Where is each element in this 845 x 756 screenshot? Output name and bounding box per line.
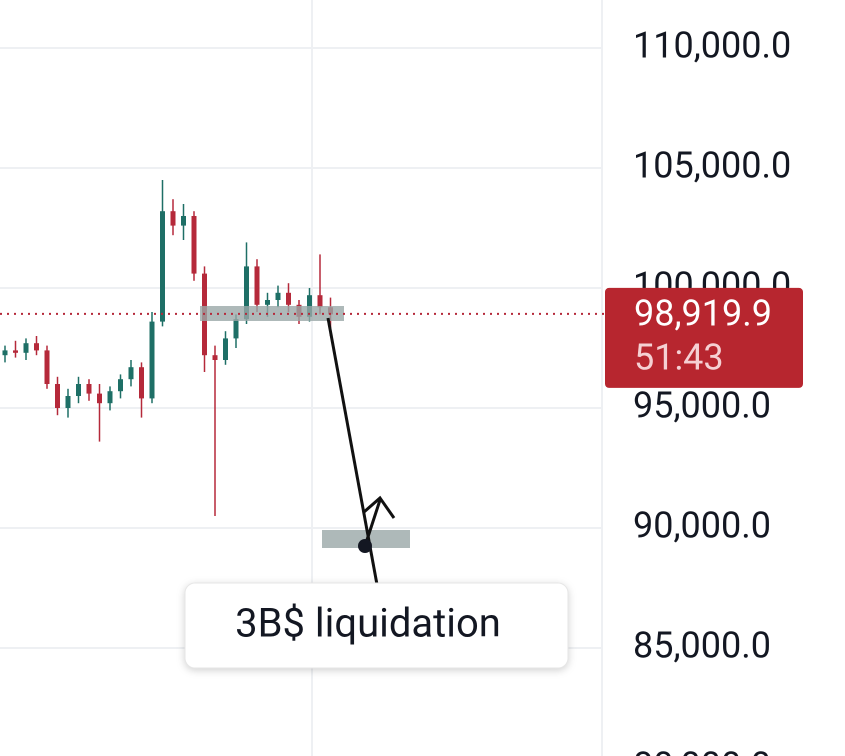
candle-body [118,379,123,392]
candle-body [244,266,249,320]
candle-body [160,211,165,322]
candle-body [97,393,102,404]
candle-body [191,216,197,274]
anchor-dot [358,539,372,553]
y-tick-label: 105,000.0 [633,145,791,187]
candle-body [317,295,323,308]
candle-body [170,211,176,226]
highlight-zone [200,306,344,321]
candle-body [286,292,291,305]
candle-body [65,396,71,408]
arrow-head [363,495,396,519]
candle-body [23,343,29,353]
y-tick-label: 80,000.0 [633,745,771,756]
candle-body [275,292,281,300]
price-box [605,287,803,388]
arrow-shaft [363,499,382,547]
candle-body [139,367,144,399]
candle-body [233,319,239,339]
candle-body [181,216,186,226]
y-tick-label: 110,000.0 [633,25,791,67]
candle-body [212,355,218,360]
price-label: 98,919.9 [634,292,772,334]
candle-body [128,367,134,380]
candle-body [149,321,155,399]
current-price: 98,919.951:43 [0,287,803,388]
candle-body [34,343,39,351]
drawings: 3B$ liquidation [184,306,569,669]
candle-body [76,384,81,396]
annotation-text: 3B$ liquidation [235,600,501,647]
price-axis: 110,000.0105,000.0100,000.095,000.090,00… [633,25,791,756]
candle-body [223,338,228,360]
y-tick-label: 95,000.0 [633,385,771,427]
candle-body [107,391,113,404]
candle-body [254,266,260,305]
candle-body [13,350,18,353]
candle-body [265,300,270,305]
countdown-label: 51:43 [634,336,724,378]
candle-body [44,350,50,384]
annotation-box [184,582,569,669]
y-tick-label: 90,000.0 [633,505,771,547]
candle-body [2,350,8,356]
candle-body [86,384,92,394]
candles [2,180,333,516]
y-tick-label: 85,000.0 [633,625,771,667]
candle-body [55,384,60,408]
